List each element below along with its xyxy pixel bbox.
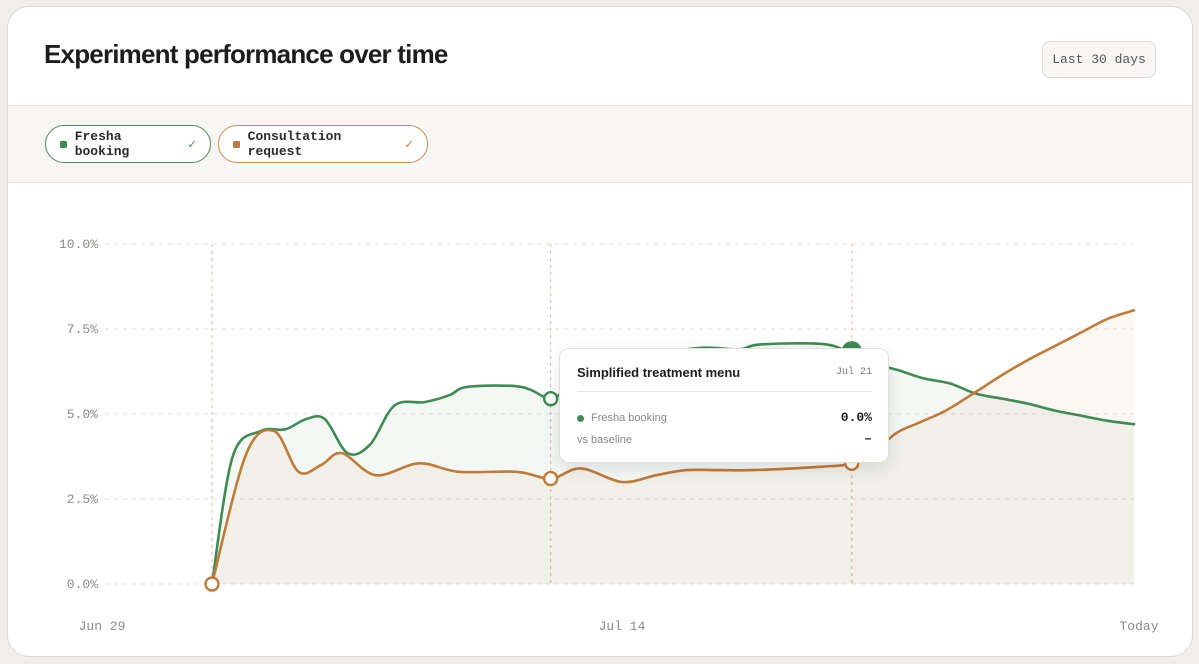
tooltip-divider xyxy=(577,391,872,392)
chart-tooltip: Simplified treatment menu Jul 21 Fresha … xyxy=(559,348,889,463)
data-point-marker xyxy=(542,470,559,487)
date-range-button[interactable]: Last 30 days xyxy=(1042,41,1156,78)
check-icon: ✓ xyxy=(405,136,413,152)
series-filter-bar: Fresha booking ✓ Consultation request ✓ xyxy=(8,105,1192,183)
tooltip-series-label: Fresha booking xyxy=(591,412,667,424)
series-line xyxy=(210,309,1136,586)
check-icon: ✓ xyxy=(188,136,196,152)
tooltip-series-row: Fresha booking xyxy=(577,412,667,424)
y-tick-label: 0.0% xyxy=(67,577,98,592)
y-tick-label: 10.0% xyxy=(59,237,98,252)
page-title: Experiment performance over time xyxy=(44,39,448,69)
filter-chip-label: Fresha booking xyxy=(74,129,130,159)
data-point-marker xyxy=(204,576,220,592)
y-tick-label: 5.0% xyxy=(67,407,98,422)
tooltip-title: Simplified treatment menu xyxy=(577,365,741,380)
series-area xyxy=(212,310,1134,584)
y-tick-label: 7.5% xyxy=(67,322,98,337)
tooltip-baseline-value: – xyxy=(864,431,872,446)
filter-chip-consultation-request[interactable]: Consultation request ✓ xyxy=(218,125,428,163)
x-tick-label: Jul 14 xyxy=(599,619,646,634)
series-color-dot xyxy=(60,140,67,148)
series-color-dot xyxy=(577,414,584,422)
series-area xyxy=(212,343,1134,584)
data-point-marker xyxy=(542,391,559,407)
series-color-dot xyxy=(233,140,240,148)
filter-chip-label: Consultation request xyxy=(247,129,342,159)
x-tick-label: Jun 29 xyxy=(79,619,126,634)
y-tick-label: 2.5% xyxy=(67,492,98,507)
x-tick-label: Today xyxy=(1119,619,1158,634)
tooltip-date: Jul 21 xyxy=(835,367,872,378)
filter-chip-fresha-booking[interactable]: Fresha booking ✓ xyxy=(45,125,211,163)
tooltip-series-value: 0.0% xyxy=(840,410,872,425)
chart-card: Experiment performance over time Last 30… xyxy=(7,6,1193,657)
tooltip-baseline-label: vs baseline xyxy=(577,434,633,446)
card-header: Experiment performance over time Last 30… xyxy=(8,7,1192,105)
